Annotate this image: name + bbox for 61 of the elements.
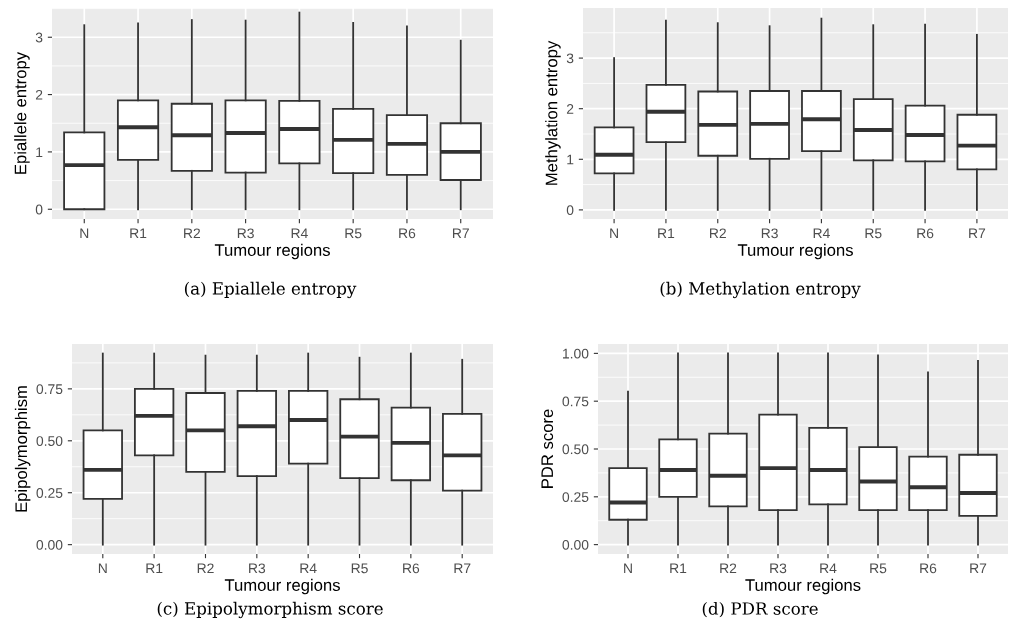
x-tick-label: R5 bbox=[865, 228, 882, 239]
x-tick-label: R2 bbox=[720, 563, 737, 574]
x-axis-title: Tumour regions bbox=[214, 243, 330, 260]
x-tick-label: N bbox=[98, 563, 107, 574]
x-tick-label: R3 bbox=[761, 228, 778, 239]
y-tick-label: 1 bbox=[567, 154, 574, 165]
y-tick-label: 0.50 bbox=[562, 444, 589, 455]
y-tick-label: 3 bbox=[35, 32, 43, 43]
x-tick-label: R7 bbox=[452, 228, 469, 239]
x-tick-label: R4 bbox=[291, 228, 308, 239]
text: (c) Epipolymorphism score bbox=[157, 601, 383, 619]
text: (b) Methylation entropy bbox=[660, 281, 861, 299]
y-tick-label: 0 bbox=[566, 205, 574, 216]
x-tick-label: R2 bbox=[710, 228, 726, 239]
x-axis-title: Tumour regions bbox=[737, 243, 853, 260]
x-tick-label: R2 bbox=[197, 563, 214, 574]
y-tick-label: 0.00 bbox=[562, 539, 589, 550]
y-tick-label: 0.25 bbox=[562, 492, 589, 502]
x-tick-label: R1 bbox=[130, 228, 147, 239]
x-tick-label: R7 bbox=[970, 563, 987, 574]
x-tick-label: N bbox=[80, 228, 89, 239]
x-tick-label: R3 bbox=[770, 563, 787, 574]
x-tick-label: N bbox=[624, 563, 632, 574]
text: (d) PDR score bbox=[702, 601, 818, 618]
x-tick-label: R1 bbox=[146, 563, 163, 574]
y-tick-label: 3 bbox=[566, 53, 574, 64]
y-tick-label: 2 bbox=[566, 104, 574, 114]
x-axis-title: Tumour regions bbox=[224, 578, 340, 595]
x-tick-label: R4 bbox=[820, 563, 837, 574]
x-tick-label: R7 bbox=[454, 563, 471, 574]
x-tick-label: R3 bbox=[237, 228, 254, 239]
y-tick-label: 0.75 bbox=[36, 384, 63, 395]
x-axis-title: Tumour regions bbox=[745, 578, 861, 595]
text: (a) Epiallele entropy bbox=[184, 281, 357, 299]
y-tick-label: 0.75 bbox=[562, 396, 589, 407]
y-axis-title: Methylation entropy bbox=[545, 40, 561, 185]
y-axis-title: Epiallele entropy bbox=[14, 51, 30, 174]
x-tick-label: R3 bbox=[249, 563, 266, 574]
y-tick-label: 1.00 bbox=[563, 348, 589, 359]
x-tick-label: R5 bbox=[870, 563, 887, 574]
x-tick-label: R5 bbox=[345, 228, 362, 239]
y-axis-title: PDR score bbox=[541, 409, 554, 488]
x-tick-label: R5 bbox=[351, 563, 368, 574]
x-tick-label: N bbox=[610, 228, 618, 239]
x-tick-label: R6 bbox=[917, 228, 934, 239]
x-tick-label: R7 bbox=[969, 228, 986, 239]
y-axis-title: Epipolymorphism bbox=[14, 386, 31, 512]
x-tick-label: R1 bbox=[658, 228, 675, 239]
y-tick-label: 0.50 bbox=[36, 436, 63, 446]
y-tick-label: 0 bbox=[35, 204, 43, 215]
x-tick-label: R6 bbox=[920, 563, 937, 574]
x-tick-label: R1 bbox=[670, 563, 687, 574]
x-tick-label: R6 bbox=[399, 228, 416, 239]
x-tick-label: R4 bbox=[300, 563, 317, 574]
x-tick-label: R6 bbox=[403, 563, 420, 574]
x-tick-label: R4 bbox=[813, 228, 830, 239]
y-tick-label: 2 bbox=[35, 89, 43, 100]
y-tick-label: 1 bbox=[36, 147, 43, 157]
y-tick-label: 0.25 bbox=[36, 488, 63, 498]
x-tick-label: R2 bbox=[184, 228, 201, 239]
y-tick-label: 0.00 bbox=[36, 539, 63, 550]
